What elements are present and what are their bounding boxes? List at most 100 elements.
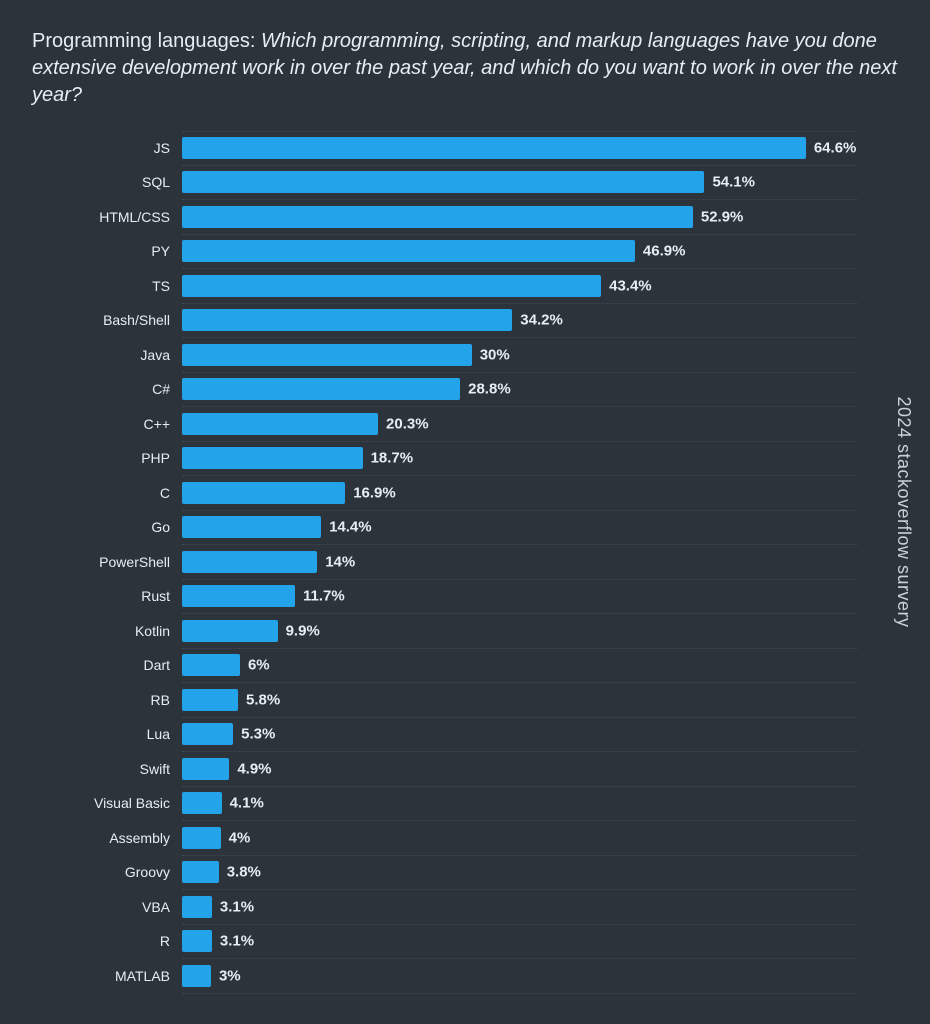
bar-track: 3.1% [182,896,858,918]
bar-label: Dart [144,657,170,673]
bar-track: 20.3% [182,413,858,435]
bar-fill [182,378,460,400]
bar-track: 18.7% [182,447,858,469]
bar-row: Java30% [182,338,858,373]
bar-track: 4.9% [182,758,858,780]
bar-value: 4.9% [229,760,271,777]
bar-label: Groovy [125,864,170,880]
bar-fill [182,689,238,711]
chart-area: JS64.6%SQL54.1%HTML/CSS52.9%PY46.9%TS43.… [32,131,898,994]
bar-track: 5.3% [182,723,858,745]
bar-track: 28.8% [182,378,858,400]
bar-track: 6% [182,654,858,676]
bar-label: JS [154,140,170,156]
bar-label: PHP [141,450,170,466]
bar-row: Go14.4% [182,511,858,546]
bar-track: 34.2% [182,309,858,331]
bar-row: Dart6% [182,649,858,684]
bar-value: 14% [317,553,355,570]
bar-value: 9.9% [278,622,320,639]
bar-row: C16.9% [182,476,858,511]
bar-row: PowerShell14% [182,545,858,580]
bar-fill [182,792,222,814]
bar-track: 16.9% [182,482,858,504]
bar-row: PHP18.7% [182,442,858,477]
bar-value: 3.1% [212,898,254,915]
bar-fill [182,896,212,918]
bar-value: 52.9% [693,208,744,225]
chart-title: Programming languages: Which programming… [32,28,898,109]
bar-track: 64.6% [182,137,858,159]
bar-fill [182,723,233,745]
bar-value: 11.7% [295,588,345,605]
bar-track: 46.9% [182,240,858,262]
bar-row: Bash/Shell34.2% [182,304,858,339]
bar-row: C#28.8% [182,373,858,408]
bar-track: 3.1% [182,930,858,952]
bar-label: TS [152,278,170,294]
bar-track: 4.1% [182,792,858,814]
bar-value: 30% [472,346,510,363]
bar-fill [182,447,363,469]
bar-value: 3.1% [212,933,254,950]
bar-label: R [160,933,170,949]
bar-track: 11.7% [182,585,858,607]
bar-value: 3% [211,967,241,984]
bar-fill [182,482,345,504]
bar-fill [182,206,693,228]
bar-fill [182,516,321,538]
bar-fill [182,861,219,883]
bar-track: 30% [182,344,858,366]
bar-track: 4% [182,827,858,849]
bar-label: Assembly [109,830,170,846]
bar-value: 3.8% [219,864,261,881]
bar-value: 54.1% [704,174,755,191]
bar-value: 34.2% [512,312,563,329]
bar-value: 20.3% [378,415,429,432]
bar-label: Java [140,347,170,363]
bar-value: 4.1% [222,795,264,812]
bar-value: 16.9% [345,484,396,501]
bar-value: 64.6% [806,140,857,157]
bar-row: Rust11.7% [182,580,858,615]
bar-label: Swift [140,761,170,777]
bar-fill [182,827,221,849]
bar-fill [182,171,704,193]
bar-track: 14.4% [182,516,858,538]
bar-label: Rust [141,588,170,604]
bar-track: 52.9% [182,206,858,228]
bar-label: C++ [144,416,170,432]
bar-fill [182,309,512,331]
bar-label: PowerShell [99,554,170,570]
bar-track: 5.8% [182,689,858,711]
bar-value: 18.7% [363,450,414,467]
bar-track: 43.4% [182,275,858,297]
bar-row: JS64.6% [182,131,858,166]
bar-fill [182,965,211,987]
bar-row: C++20.3% [182,407,858,442]
bar-label: RB [151,692,170,708]
bar-fill [182,654,240,676]
bar-row: Lua5.3% [182,718,858,753]
bar-label: MATLAB [115,968,170,984]
bar-row: PY46.9% [182,235,858,270]
bar-row: Kotlin9.9% [182,614,858,649]
bar-value: 4% [221,829,251,846]
bar-track: 9.9% [182,620,858,642]
bar-fill [182,413,378,435]
bar-label: Visual Basic [94,795,170,811]
bar-label: PY [151,243,170,259]
bar-label: SQL [142,174,170,190]
bar-track: 54.1% [182,171,858,193]
bar-fill [182,930,212,952]
bar-fill [182,137,806,159]
bar-value: 28.8% [460,381,511,398]
bar-row: Assembly4% [182,821,858,856]
bar-label: Lua [147,726,170,742]
bar-row: Groovy3.8% [182,856,858,891]
bar-fill [182,240,635,262]
bar-value: 43.4% [601,277,652,294]
bar-label: Bash/Shell [103,312,170,328]
bar-row: HTML/CSS52.9% [182,200,858,235]
bar-row: MATLAB3% [182,959,858,994]
